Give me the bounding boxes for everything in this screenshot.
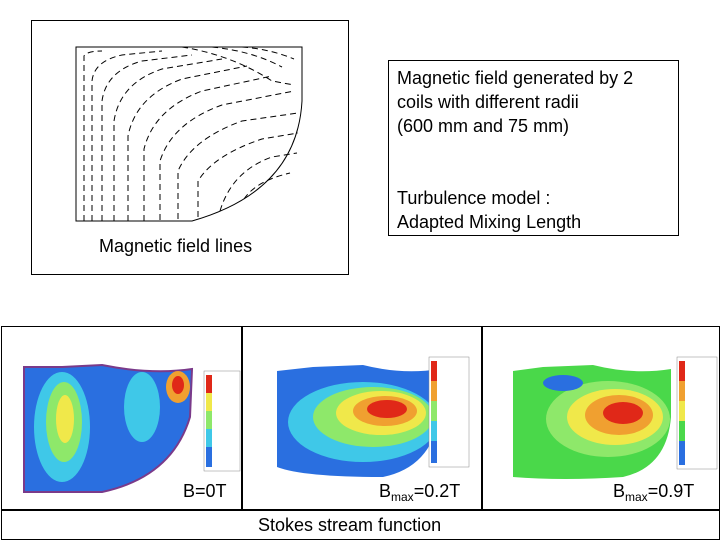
caption: Stokes stream function xyxy=(258,515,442,535)
info-line-3: (600 mm and 75 mm) xyxy=(397,116,570,136)
plot-label-b09-main: B xyxy=(613,481,626,501)
field-lines-label: Magnetic field lines xyxy=(99,236,253,256)
contour-plot-b02 xyxy=(277,356,470,477)
info-line-4: Turbulence model : xyxy=(397,188,551,208)
field-lines-diagram xyxy=(75,46,303,222)
plot-label-b02: Bmax=0.2T xyxy=(379,479,460,509)
plot-label-b0: B=0T xyxy=(183,481,227,501)
plot-panel-3: Bmax=0.9T xyxy=(482,326,720,510)
color-legend-3 xyxy=(679,361,685,465)
contour-plot-b0 xyxy=(23,363,241,493)
plot-label-b02-sub: max xyxy=(391,490,414,504)
info-line-5: Adapted Mixing Length xyxy=(397,212,582,232)
plot-panel-1: B=0T xyxy=(1,326,242,510)
color-legend-1 xyxy=(206,375,212,467)
info-line-1: Magnetic field generated by 2 xyxy=(397,68,634,88)
plot-label-b02-main: B xyxy=(379,481,392,501)
plot-label-b09-sub: max xyxy=(625,490,648,504)
color-legend-2 xyxy=(431,361,437,463)
field-lines-panel: Magnetic field lines xyxy=(31,20,349,275)
info-line-2: coils with different radii xyxy=(397,92,579,112)
plot-label-b02-value: =0.2T xyxy=(413,481,461,501)
plot-panel-2: Bmax=0.2T xyxy=(242,326,482,510)
plot-label-b09: Bmax=0.9T xyxy=(613,479,694,509)
contour-plot-b09 xyxy=(513,356,718,479)
caption-box: Stokes stream function xyxy=(1,510,720,540)
info-box: Magnetic field generated by 2 coils with… xyxy=(388,60,679,236)
plot-label-b09-value: =0.9T xyxy=(647,481,695,501)
